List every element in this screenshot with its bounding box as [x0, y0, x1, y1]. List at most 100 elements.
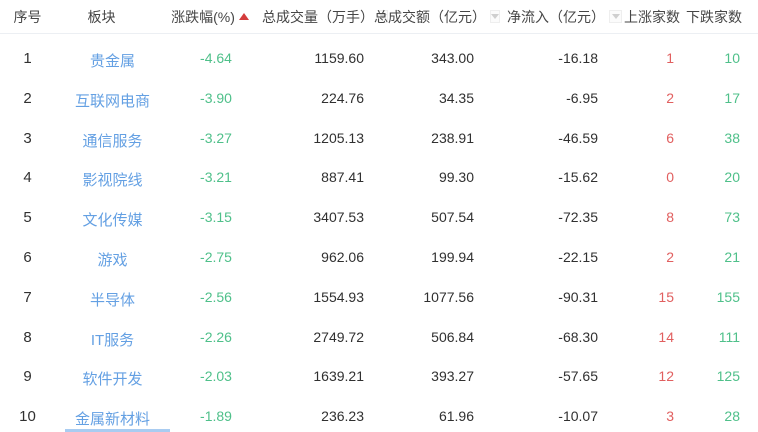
- total-volume-value: 236.23: [321, 408, 364, 425]
- net-inflow-value: -22.15: [558, 248, 598, 265]
- total-volume-value: 2749.72: [313, 328, 364, 345]
- down-count-value: 125: [716, 368, 740, 385]
- table-row: 1 贵金属 -4.64 1159.60 343.00 -16.18 1 10: [0, 34, 758, 74]
- header-index: 序号: [13, 8, 42, 25]
- table-row: 9 软件开发 -2.03 1639.21 393.27 -57.65 12 12…: [0, 352, 758, 392]
- table-row: 5 文化传媒 -3.15 3407.53 507.54 -72.35 8 73: [0, 193, 758, 233]
- table-row: 2 互联网电商 -3.90 224.76 34.35 -6.95 2 17: [0, 74, 758, 114]
- down-count-value: 17: [724, 89, 740, 106]
- sort-ascending-icon: [238, 13, 249, 20]
- header-net-inflow-sort[interactable]: 净流入（亿元）: [502, 7, 624, 27]
- row-index: 3: [23, 129, 32, 147]
- total-volume-value: 1554.93: [313, 288, 364, 305]
- partial-next-row-indicator: [65, 429, 170, 432]
- header-net-inflow-label: 净流入（亿元）: [507, 8, 605, 25]
- row-index: 5: [23, 209, 32, 227]
- row-index: 2: [23, 89, 32, 107]
- change-percent-value: -2.03: [200, 368, 232, 385]
- change-percent-value: -3.15: [200, 209, 232, 226]
- net-inflow-value: -90.31: [558, 288, 598, 305]
- table-header-row: 序号 板块 涨跌幅(%) 总成交量（万手） 总成交额（亿元） 净流入（亿元） 上…: [0, 0, 758, 34]
- total-turnover-value: 393.27: [431, 368, 474, 385]
- net-inflow-value: -16.18: [558, 50, 598, 66]
- sector-link[interactable]: 通信服务: [82, 132, 143, 150]
- sector-link[interactable]: 文化传媒: [82, 212, 143, 230]
- header-down-count: 下跌家数: [686, 8, 742, 25]
- sort-inactive-icon: [490, 10, 500, 23]
- up-count-value: 2: [666, 248, 674, 265]
- table-row: 10 金属新材料 -1.89 236.23 61.96 -10.07 3 28: [0, 392, 758, 432]
- up-count-value: 2: [666, 89, 674, 106]
- net-inflow-value: -68.30: [558, 328, 598, 345]
- total-volume-value: 3407.53: [313, 209, 364, 226]
- up-count-value: 12: [658, 368, 674, 385]
- total-turnover-value: 199.94: [431, 248, 474, 265]
- net-inflow-value: -46.59: [558, 129, 598, 146]
- row-index: 8: [23, 328, 32, 346]
- header-change-sort[interactable]: 涨跌幅(%): [170, 7, 262, 27]
- net-inflow-value: -72.35: [558, 209, 598, 226]
- sector-link[interactable]: 软件开发: [82, 371, 143, 389]
- table-row: 4 影视院线 -3.21 887.41 99.30 -15.62 0 20: [0, 153, 758, 193]
- table-body: 1 贵金属 -4.64 1159.60 343.00 -16.18 1 10 2…: [0, 34, 758, 432]
- down-count-value: 73: [724, 209, 740, 226]
- row-index: 9: [23, 368, 32, 386]
- up-count-value: 1: [666, 50, 674, 66]
- down-count-value: 20: [724, 169, 740, 186]
- sector-link[interactable]: 贵金属: [89, 53, 135, 70]
- header-turnover-sort[interactable]: 总成交额（亿元）: [374, 7, 502, 27]
- net-inflow-value: -6.95: [566, 89, 598, 106]
- down-count-value: 21: [724, 248, 740, 265]
- row-index: 1: [23, 50, 32, 67]
- up-count-value: 14: [658, 328, 674, 345]
- sector-link[interactable]: 金属新材料: [74, 411, 150, 429]
- header-turnover-label: 总成交额（亿元）: [374, 8, 486, 25]
- table-row: 8 IT服务 -2.26 2749.72 506.84 -68.30 14 11…: [0, 313, 758, 353]
- header-up-count: 上涨家数: [624, 8, 680, 25]
- up-count-value: 3: [666, 408, 674, 425]
- up-count-value: 6: [666, 129, 674, 146]
- total-turnover-value: 61.96: [438, 408, 474, 425]
- row-index: 4: [23, 169, 32, 187]
- net-inflow-value: -57.65: [558, 368, 598, 385]
- sector-link[interactable]: 互联网电商: [74, 92, 150, 110]
- change-percent-value: -4.64: [200, 50, 232, 66]
- total-turnover-value: 238.91: [431, 129, 474, 146]
- total-turnover-value: 1077.56: [423, 288, 474, 305]
- table-row: 6 游戏 -2.75 962.06 199.94 -22.15 2 21: [0, 233, 758, 273]
- total-volume-value: 224.76: [321, 89, 364, 106]
- total-turnover-value: 506.84: [431, 328, 474, 345]
- down-count-value: 111: [718, 328, 740, 345]
- header-volume-sort[interactable]: 总成交量（万手）: [262, 7, 390, 27]
- table-row: 7 半导体 -2.56 1554.93 1077.56 -90.31 15 15…: [0, 273, 758, 313]
- header-volume-label: 总成交量（万手）: [262, 8, 374, 25]
- sector-link[interactable]: 游戏: [97, 251, 128, 269]
- row-index: 6: [23, 248, 32, 266]
- table-row: 3 通信服务 -3.27 1205.13 238.91 -46.59 6 38: [0, 114, 758, 154]
- change-percent-value: -3.21: [200, 169, 232, 186]
- change-percent-value: -2.26: [200, 328, 232, 345]
- net-inflow-value: -10.07: [558, 408, 598, 425]
- change-percent-value: -3.27: [200, 129, 232, 146]
- up-count-value: 0: [666, 169, 674, 186]
- header-sector: 板块: [87, 8, 116, 25]
- down-count-value: 10: [724, 50, 740, 66]
- sector-link[interactable]: 半导体: [89, 291, 135, 309]
- total-volume-value: 887.41: [321, 169, 364, 186]
- sector-link[interactable]: 影视院线: [82, 172, 143, 190]
- down-count-value: 28: [724, 408, 740, 425]
- row-index: 10: [19, 408, 36, 426]
- total-volume-value: 1639.21: [313, 368, 364, 385]
- total-volume-value: 1159.60: [314, 50, 364, 66]
- sort-inactive-icon: [378, 10, 388, 23]
- change-percent-value: -2.75: [200, 248, 232, 265]
- net-inflow-value: -15.62: [558, 169, 598, 186]
- up-count-value: 15: [658, 288, 674, 305]
- down-count-value: 38: [724, 129, 740, 146]
- sort-inactive-icon: [609, 10, 622, 23]
- change-percent-value: -2.56: [200, 288, 232, 305]
- total-turnover-value: 343.00: [431, 50, 474, 66]
- sector-link[interactable]: IT服务: [90, 331, 135, 349]
- header-change-label: 涨跌幅(%): [171, 8, 235, 25]
